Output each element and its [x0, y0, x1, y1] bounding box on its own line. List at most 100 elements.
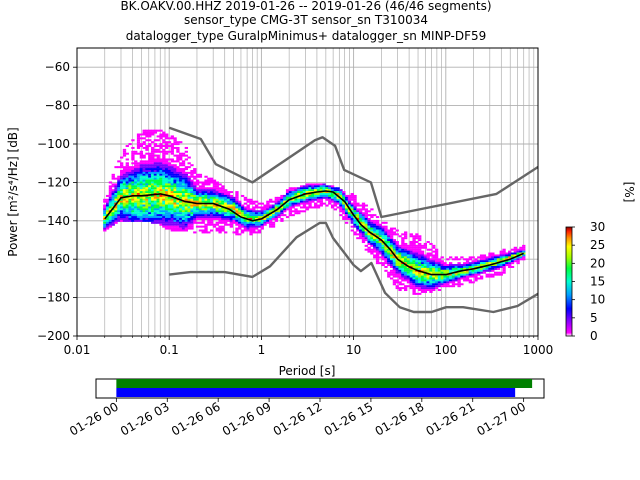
psd-cell [330, 193, 335, 196]
psd-cell [139, 162, 144, 165]
psd-cell [429, 271, 433, 274]
psd-cell [165, 217, 169, 220]
psd-cell [277, 208, 281, 211]
psd-cell [350, 216, 354, 219]
psd-cell [142, 131, 146, 134]
psd-cell [179, 187, 183, 190]
psd-cell [339, 210, 343, 213]
psd-cell [316, 206, 321, 209]
psd-cell [432, 289, 436, 292]
psd-cell [499, 271, 503, 274]
psd-cell [150, 214, 155, 217]
psd-cell [150, 198, 155, 201]
psd-cell [153, 202, 158, 205]
psd-cell [502, 271, 506, 274]
psd-cell [190, 208, 194, 211]
psd-cell [170, 216, 174, 219]
psd-cell [252, 225, 256, 228]
psd-cell [404, 252, 408, 255]
psd-cell [215, 229, 219, 232]
x-axis-label: Period [s] [279, 364, 336, 378]
psd-cell [159, 175, 163, 178]
psd-cell [415, 246, 419, 249]
psd-cell [364, 214, 368, 217]
psd-cell [139, 196, 144, 199]
psd-cell [165, 162, 169, 165]
psd-cell [184, 196, 188, 199]
psd-cell [131, 214, 135, 217]
psd-cell [420, 269, 425, 272]
psd-cell [179, 219, 183, 222]
psd-cell [266, 204, 270, 207]
psd-cell [193, 206, 197, 209]
psd-cell [167, 196, 172, 199]
psd-cell [426, 273, 430, 276]
psd-cell [153, 164, 158, 167]
psd-cell [418, 239, 422, 242]
psd-cell [193, 185, 197, 188]
psd-cell [412, 260, 416, 263]
psd-cell [128, 191, 132, 194]
psd-cell [260, 212, 264, 215]
psd-cell [153, 208, 158, 211]
psd-cell [190, 181, 194, 184]
psd-cell [159, 194, 163, 197]
psd-cell [159, 135, 163, 138]
psd-cell [263, 204, 267, 207]
psd-cell [474, 265, 478, 268]
psd-cell [297, 189, 301, 192]
psd-cell [108, 191, 113, 194]
psd-cell [148, 208, 152, 211]
psd-cell [176, 216, 180, 219]
psd-cell [128, 169, 132, 172]
psd-cell [159, 146, 163, 149]
psd-cell [159, 179, 163, 182]
psd-cell [505, 252, 509, 255]
psd-cell [150, 173, 155, 176]
psd-cell [381, 237, 385, 240]
psd-cell [193, 191, 197, 194]
psd-cell [409, 233, 413, 236]
psd-cell [370, 248, 374, 251]
psd-cell [299, 185, 304, 188]
psd-cell [502, 269, 506, 272]
psd-cell [142, 183, 146, 186]
psd-cell [136, 137, 141, 140]
psd-cell [204, 196, 208, 199]
psd-cell [210, 229, 214, 232]
psd-cell [170, 223, 174, 226]
psd-cell [204, 217, 208, 220]
psd-cell [418, 256, 422, 259]
psd-cell [176, 212, 180, 215]
psd-cell [139, 198, 144, 201]
psd-cell [170, 168, 174, 171]
psd-cell [117, 191, 121, 194]
psd-cell [389, 235, 394, 238]
psd-cell [190, 191, 194, 194]
psd-cell [150, 154, 155, 157]
psd-cell [184, 173, 188, 176]
psd-cell [226, 194, 231, 197]
psd-cell [136, 189, 141, 192]
psd-cell [170, 191, 174, 194]
psd-cell [463, 273, 467, 276]
psd-cell [212, 179, 217, 182]
psd-cell [387, 264, 391, 267]
psd-cell [111, 175, 115, 178]
psd-cell [210, 210, 214, 213]
psd-cell [190, 175, 194, 178]
psd-cell [274, 219, 278, 222]
psd-cell [474, 258, 478, 261]
psd-cell [136, 193, 141, 196]
psd-cell [229, 217, 233, 220]
psd-cell [162, 191, 166, 194]
psd-cell [356, 237, 360, 240]
psd-cell [181, 181, 186, 184]
psd-cell [139, 133, 144, 136]
psd-cell [176, 221, 180, 224]
psd-cell [232, 196, 236, 199]
psd-cell [215, 208, 219, 211]
psd-cell [387, 262, 391, 265]
psd-cell [415, 264, 419, 267]
